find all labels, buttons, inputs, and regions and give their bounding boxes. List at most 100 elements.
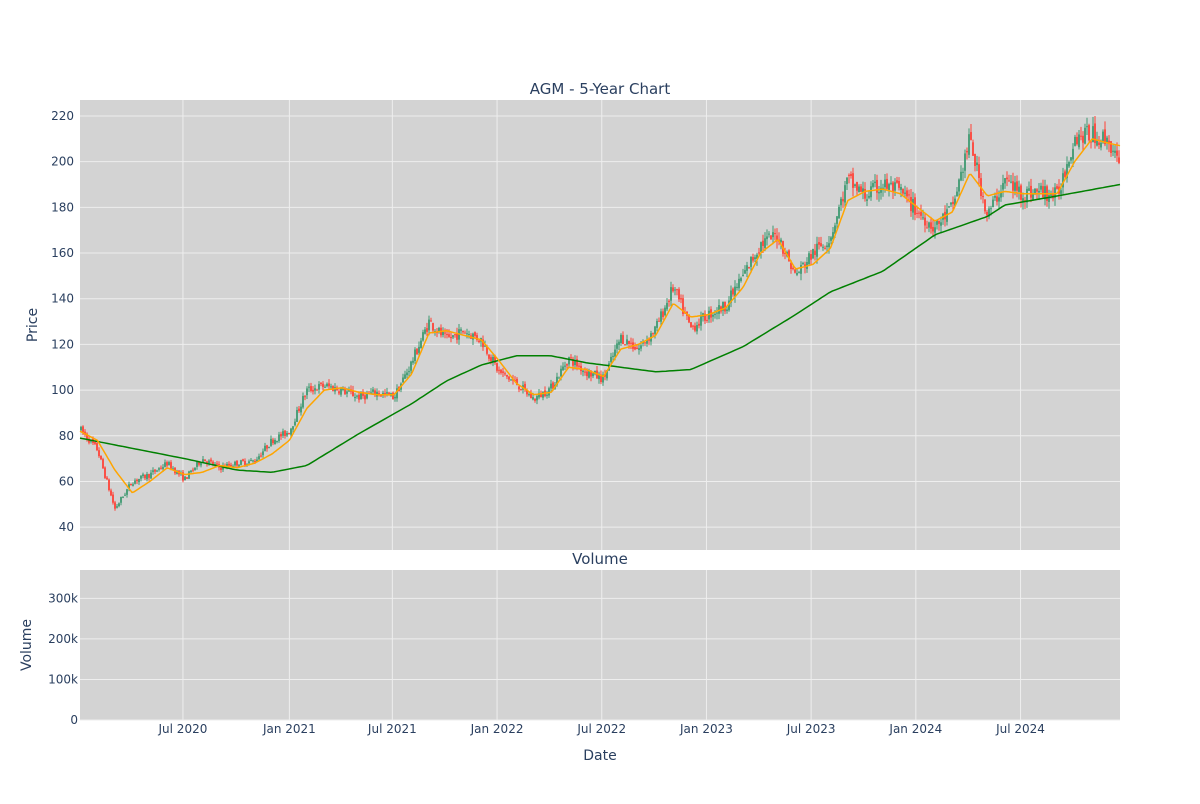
candle-body (338, 391, 340, 394)
candle-body (348, 389, 350, 392)
x-tick-label: Jul 2022 (576, 722, 626, 736)
candle-body (444, 332, 446, 334)
candle-body (230, 464, 232, 467)
candle-body (146, 474, 148, 480)
candle-body (116, 506, 118, 508)
candle-body (510, 379, 512, 381)
candle-body (260, 455, 262, 457)
candle-body (574, 359, 576, 366)
candle-body (362, 391, 364, 396)
candle-body (1080, 135, 1082, 137)
candle-body (726, 309, 728, 312)
candle-body (402, 377, 404, 383)
candle-body (528, 394, 530, 396)
candle-body (1098, 142, 1100, 146)
candle-body (486, 346, 488, 354)
candle-body (284, 430, 286, 436)
candle-body (1112, 150, 1114, 152)
candle-body (772, 232, 774, 238)
candle-body (1042, 186, 1044, 198)
candle-body (762, 240, 764, 246)
candle-body (1028, 188, 1030, 191)
candle-body (712, 314, 714, 317)
candle-body (598, 373, 600, 380)
candle-body (696, 325, 698, 332)
price-y-ticks: 40 60 80 100 120 140 160 180 200 220 (51, 109, 74, 534)
candle-body (240, 460, 242, 465)
candle-body (756, 254, 758, 259)
candle-body (896, 180, 898, 183)
candle-body (668, 300, 670, 302)
candle-body (814, 250, 816, 255)
candle-body (926, 227, 928, 229)
candle-body (970, 132, 972, 140)
ma-short-line (79, 138, 1121, 494)
candle-body (674, 289, 676, 291)
candle-body (1072, 148, 1074, 160)
candle-body (538, 392, 540, 398)
candle-body (306, 388, 308, 396)
candle-body (870, 186, 872, 198)
candle-body (976, 162, 978, 166)
candle-body (848, 174, 850, 176)
candle-body (652, 333, 654, 335)
candle-body (1048, 195, 1050, 202)
candle-body (328, 383, 330, 387)
candle-body (1044, 186, 1046, 200)
candle-body (680, 298, 682, 300)
candle-body (314, 388, 316, 391)
candle-body (998, 197, 1000, 202)
candle-body (262, 451, 264, 456)
candle-body (824, 247, 826, 249)
candle-body (788, 250, 790, 262)
candle-body (932, 226, 934, 232)
candle-body (124, 494, 126, 496)
candle-body (898, 180, 900, 188)
candle-body (592, 373, 594, 377)
candle-body (86, 433, 88, 440)
candle-body (936, 220, 938, 225)
candle-body (902, 188, 904, 194)
candle-body (796, 272, 798, 275)
candle-body (832, 232, 834, 240)
candle-body (622, 335, 624, 345)
x-tick-label: Jul 2024 (995, 722, 1045, 736)
x-tick-label: Jan 2022 (470, 722, 524, 736)
candle-body (160, 467, 162, 469)
candle-body (586, 371, 588, 377)
candle-body (928, 222, 930, 228)
x-tick-label: Jan 2021 (262, 722, 316, 736)
candle-body (994, 195, 996, 198)
candle-body (392, 392, 394, 400)
candle-body (488, 354, 490, 359)
candle-body (258, 456, 260, 460)
candle-body (744, 270, 746, 274)
candle-body (100, 455, 102, 460)
candle-body (1086, 126, 1088, 128)
candle-body (1014, 182, 1016, 191)
candle-body (732, 288, 734, 295)
candle-body (102, 459, 104, 469)
candle-body (1070, 157, 1072, 161)
candle-body (1054, 187, 1056, 198)
candle-body (166, 462, 168, 466)
candle-body (300, 406, 302, 413)
candle-body (308, 386, 310, 388)
candle-body (972, 142, 974, 156)
candle-body (728, 300, 730, 311)
candle-body (864, 189, 866, 199)
candle-body (1036, 189, 1038, 192)
candle-body (1050, 193, 1052, 196)
candle-body (330, 386, 332, 388)
candle-body (126, 489, 128, 495)
candle-body (344, 388, 346, 395)
candle-body (730, 290, 732, 303)
candle-body (628, 340, 630, 345)
candle-body (182, 472, 184, 481)
candle-body (700, 315, 702, 326)
candle-body (854, 184, 856, 186)
candle-body (490, 357, 492, 362)
candle-body (450, 336, 452, 339)
candle-body (428, 319, 430, 331)
candle-body (794, 269, 796, 273)
